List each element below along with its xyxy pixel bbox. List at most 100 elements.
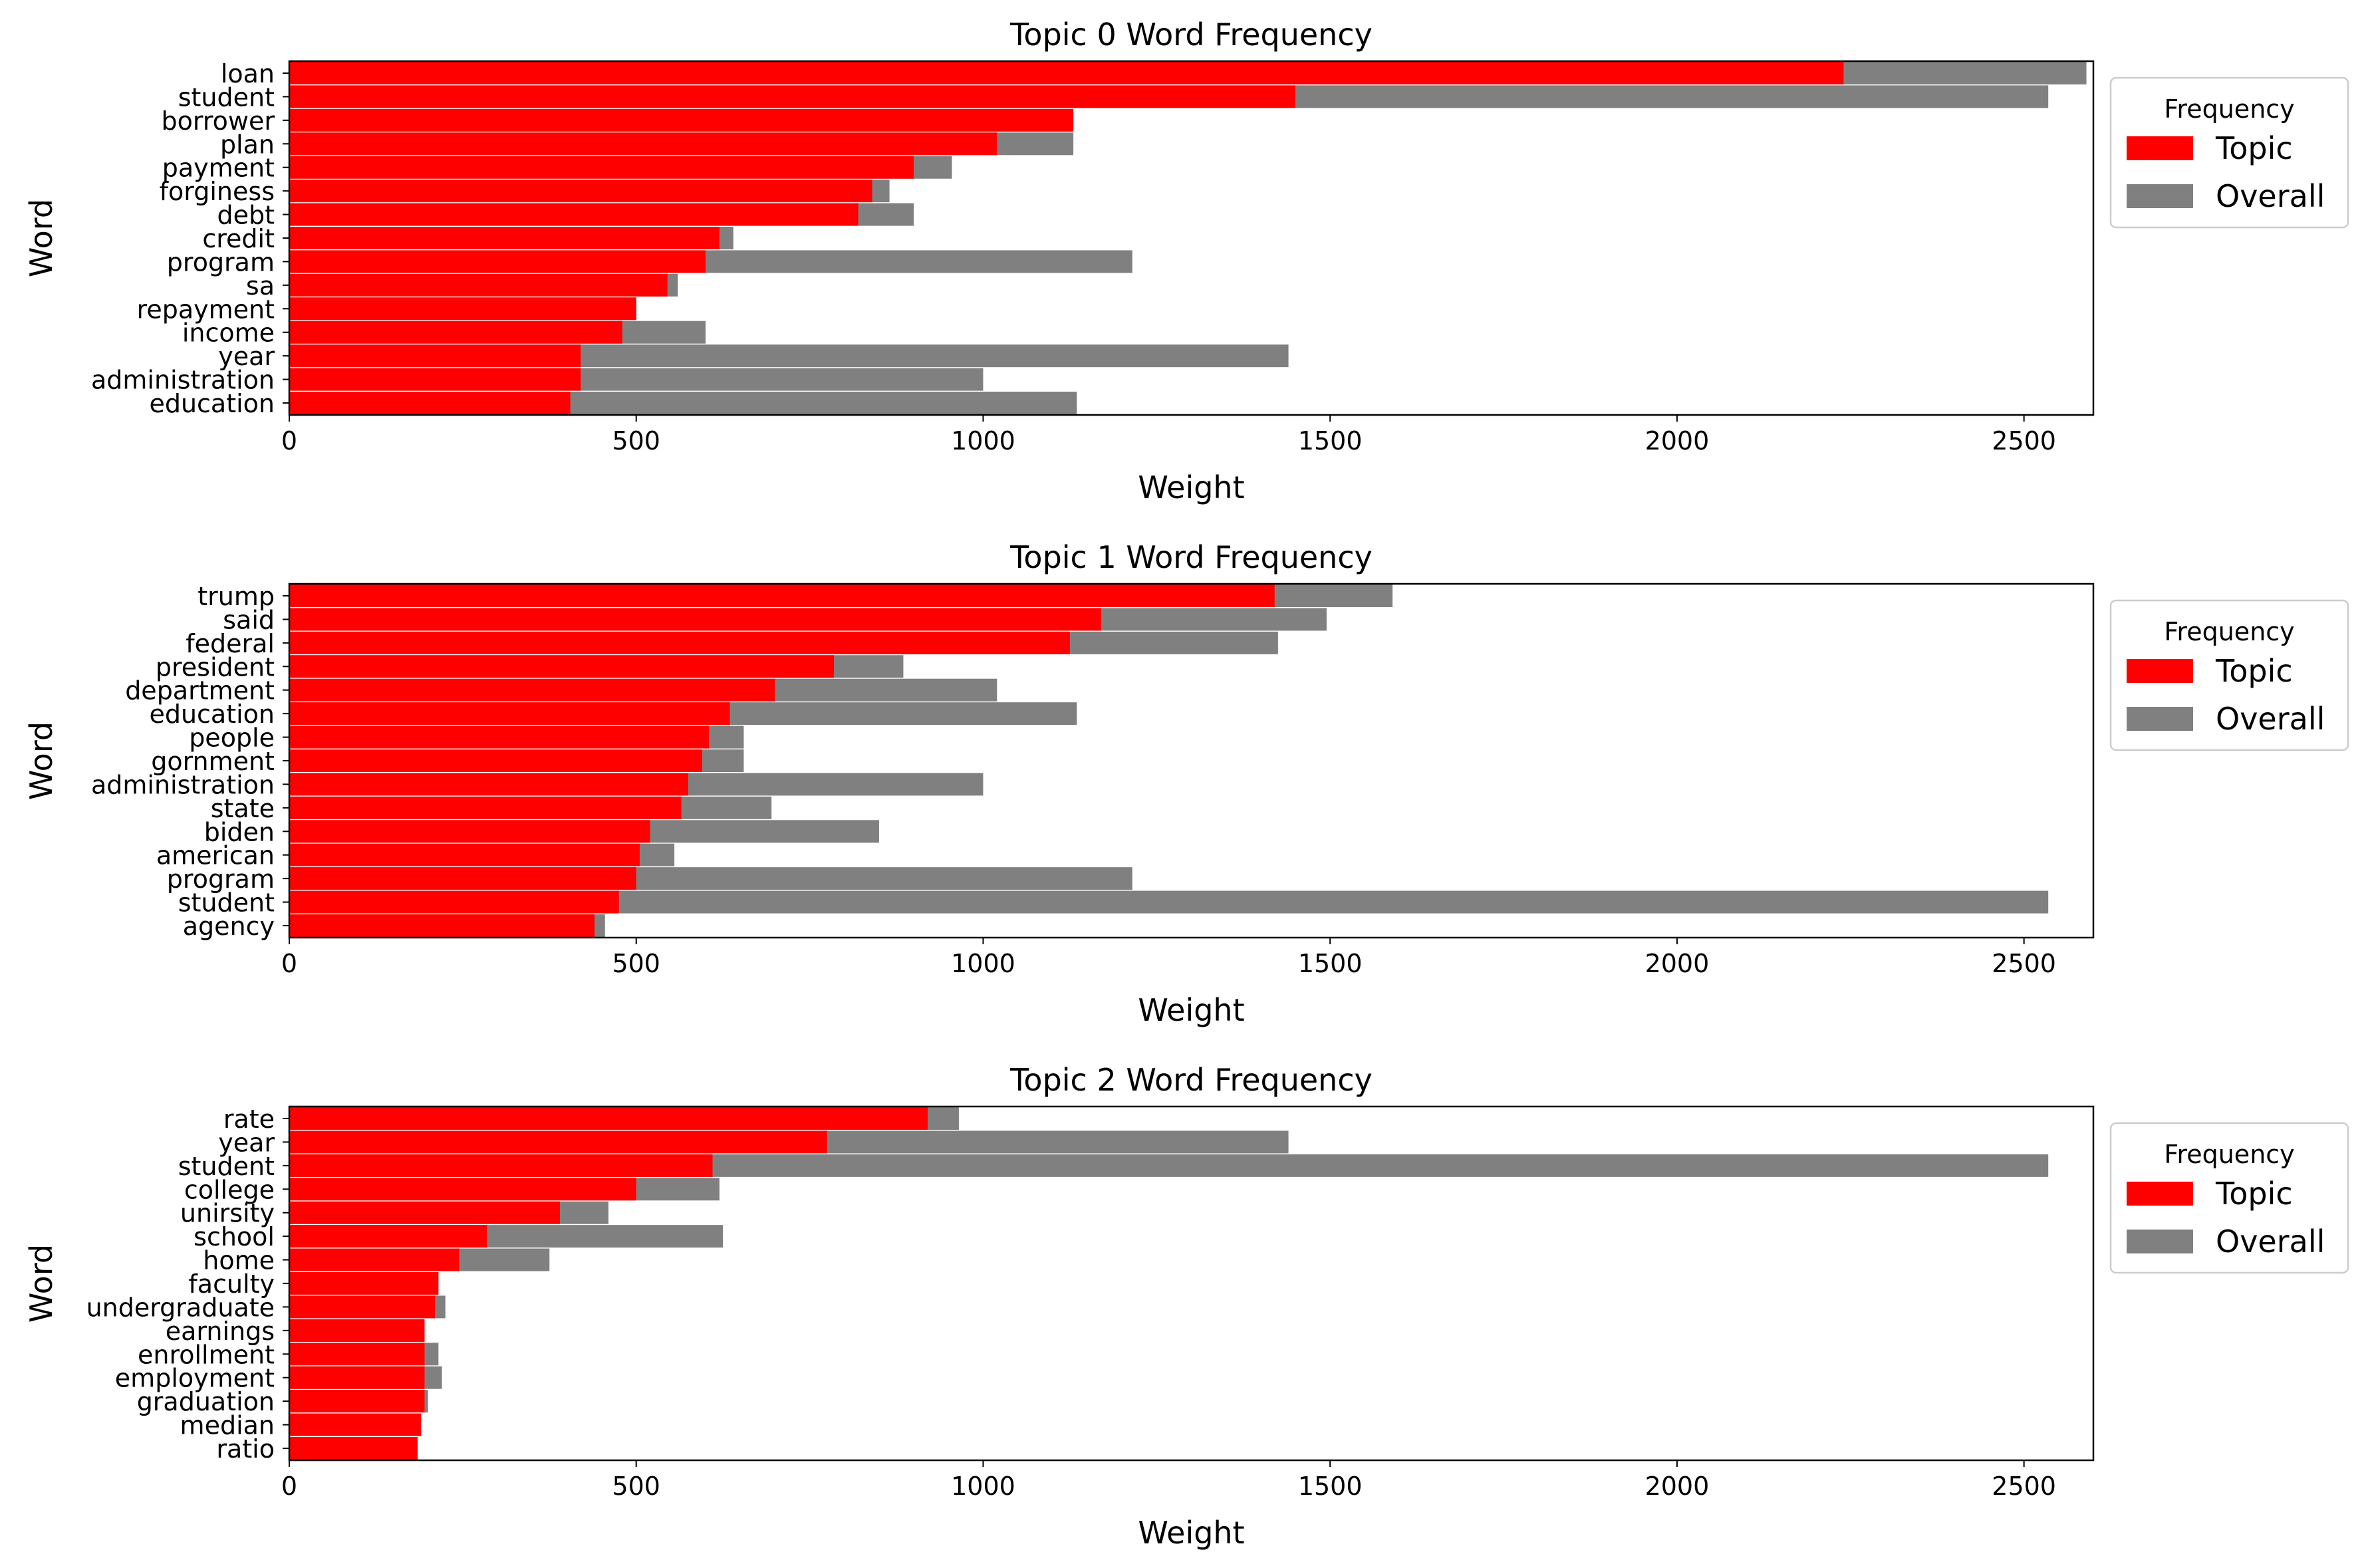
y-tick-label: faculty	[188, 1269, 275, 1299]
chart-panel-1: Topic 1 Word Frequencytrumpsaidfederalpr…	[23, 539, 2349, 1028]
y-tick-label: school	[194, 1222, 275, 1251]
y-tick-label: repayment	[137, 295, 275, 324]
y-tick-label: forginess	[160, 177, 275, 206]
y-tick-label: employment	[115, 1364, 275, 1393]
bar-topic-president	[289, 655, 835, 678]
bar-topic-agency	[289, 914, 595, 937]
legend-title: Frequency	[2164, 617, 2294, 646]
chart-panel-0: Topic 0 Word Frequency loanstudentborrowe…	[23, 17, 2349, 505]
x-axis-label: Weight	[1138, 469, 1244, 505]
y-tick-label: credit	[202, 224, 275, 253]
y-tick-label: borrower	[162, 106, 275, 136]
bar-topic-state	[289, 796, 682, 819]
bar-topic-student	[289, 1154, 713, 1177]
y-tick-label: rate	[223, 1105, 275, 1134]
y-tick-label: department	[125, 676, 275, 706]
y-tick-label: said	[223, 605, 275, 634]
x-tick-label: 2500	[1992, 426, 2056, 456]
y-tick-label: trump	[197, 582, 275, 611]
bar-topic-income	[289, 321, 622, 344]
legend-swatch-topic	[2127, 659, 2193, 683]
legend-label-overall: Overall	[2216, 1224, 2325, 1259]
y-tick-label: agency	[183, 912, 275, 941]
y-tick-label: plan	[220, 130, 275, 159]
legend-label-overall: Overall	[2216, 178, 2325, 214]
y-axis-label: Word	[23, 199, 59, 277]
y-tick-label: unirsity	[180, 1199, 275, 1228]
x-tick-label: 2500	[1992, 949, 2056, 978]
x-tick-label: 0	[281, 1472, 297, 1501]
y-tick-label: student	[178, 82, 275, 112]
x-tick-label: 1500	[1298, 949, 1363, 978]
x-tick-label: 0	[281, 426, 297, 456]
legend-label-overall: Overall	[2216, 701, 2325, 737]
y-tick-label: program	[167, 864, 275, 894]
legend: Frequency Topic Overall	[2109, 76, 2349, 229]
bar-topic-administration	[289, 773, 688, 796]
bar-topic-unirsity	[289, 1201, 560, 1224]
chart-panel-2: Topic 2 Word Frequency rateyearstudentcol…	[23, 1062, 2349, 1551]
x-tick-label: 1000	[951, 1472, 1015, 1501]
legend-title: Frequency	[2164, 94, 2294, 124]
bar-topic-year	[289, 1130, 827, 1154]
x-tick-label: 1000	[951, 949, 1015, 978]
y-tick-label: median	[180, 1411, 275, 1440]
x-tick-label: 500	[612, 1472, 660, 1501]
x-tick-label: 1500	[1298, 1472, 1363, 1501]
bar-topic-borrower	[289, 108, 1074, 132]
bar-topic-student	[289, 890, 619, 914]
x-tick-label: 2000	[1645, 949, 1710, 978]
y-tick-label: loan	[221, 59, 275, 88]
bar-topic-year	[289, 344, 581, 368]
bar-topic-gornment	[289, 749, 702, 772]
x-tick-label: 2000	[1645, 426, 1710, 456]
y-tick-label: president	[156, 652, 275, 682]
y-tick-label: administration	[91, 770, 275, 799]
bar-topic-median	[289, 1413, 422, 1436]
y-axis-label: Word	[23, 721, 59, 800]
bar-topic-payment	[289, 156, 914, 179]
y-tick-label: college	[184, 1175, 275, 1204]
x-tick-label: 2500	[1992, 1472, 2056, 1501]
y-tick-label: program	[167, 247, 275, 277]
y-tick-label: education	[149, 700, 275, 729]
y-tick-label: education	[149, 389, 275, 418]
bar-topic-school	[289, 1225, 487, 1248]
y-tick-label: federal	[186, 629, 275, 658]
x-tick-label: 0	[281, 949, 297, 978]
bar-topic-american	[289, 843, 640, 866]
bar-topic-biden	[289, 820, 650, 843]
bar-topic-said	[289, 608, 1101, 631]
y-tick-label: people	[189, 723, 275, 753]
legend-label-topic: Topic	[2215, 653, 2293, 689]
bar-topic-plan	[289, 132, 997, 156]
bar-topic-college	[289, 1178, 636, 1201]
legend: Frequency Topic Overall	[2109, 1122, 2349, 1274]
bar-topic-sa	[289, 273, 668, 297]
bar-topic-repayment	[289, 297, 636, 321]
y-tick-label: student	[178, 1152, 275, 1181]
y-tick-label: year	[218, 1128, 275, 1157]
bar-topic-earnings	[289, 1319, 425, 1342]
y-tick-label: graduation	[137, 1387, 275, 1416]
y-tick-label: home	[203, 1246, 275, 1275]
legend-title: Frequency	[2164, 1140, 2294, 1169]
bar-topic-federal	[289, 631, 1070, 654]
y-tick-label: enrollment	[138, 1340, 275, 1369]
x-tick-label: 1500	[1298, 426, 1363, 456]
bar-topic-employment	[289, 1366, 425, 1389]
legend-label-topic: Topic	[2215, 1176, 2293, 1212]
bar-topic-undergraduate	[289, 1295, 436, 1319]
bar-topic-trump	[289, 585, 1275, 607]
x-tick-label: 2000	[1645, 1472, 1710, 1501]
bar-topic-credit	[289, 227, 720, 249]
y-tick-label: gornment	[151, 747, 275, 776]
y-axis-label: Word	[23, 1244, 59, 1323]
y-tick-label: undergraduate	[86, 1293, 275, 1322]
legend-swatch-topic	[2127, 1182, 2193, 1206]
x-axis-label: Weight	[1138, 992, 1244, 1028]
bar-topic-people	[289, 725, 710, 749]
bar-topic-faculty	[289, 1272, 439, 1295]
bar-topic-administration	[289, 368, 581, 391]
